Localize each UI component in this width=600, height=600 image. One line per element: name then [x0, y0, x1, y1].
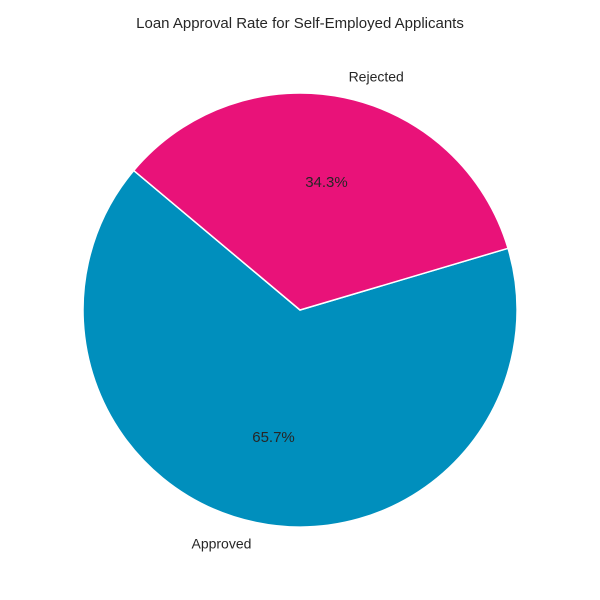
chart-title: Loan Approval Rate for Self-Employed App…: [136, 15, 464, 32]
pie-slice-rejected: [132, 92, 509, 311]
slice-label-approved: Approved: [191, 536, 251, 552]
pct-label-rejected: 34.3%: [305, 174, 348, 191]
slice-label-rejected: Rejected: [349, 68, 404, 84]
pct-label-approved: 65.7%: [252, 429, 295, 446]
pie-slice-approved: [82, 169, 518, 528]
